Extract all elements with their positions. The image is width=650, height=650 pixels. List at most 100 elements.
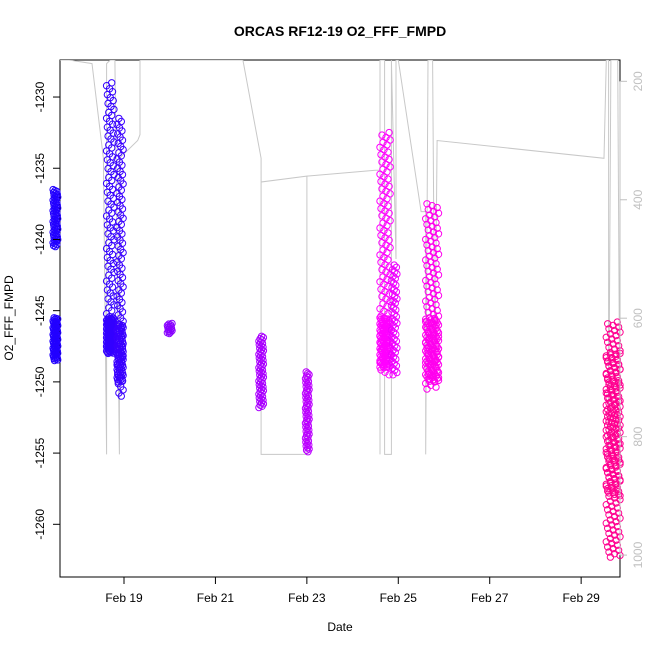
data-point [378,265,386,274]
data-point [604,453,612,461]
data-point [429,228,438,236]
data-point [434,230,443,238]
data-point [429,289,438,298]
data-point [385,371,393,379]
data-point [255,367,263,375]
data-point [602,369,610,378]
data-point [428,222,436,231]
data-point [604,421,612,429]
right-tick-label: 600 [631,308,645,328]
data-point [103,348,112,356]
data-point [602,417,610,425]
data-point [604,487,612,495]
data-point [605,410,613,418]
data-point [51,197,59,205]
x-tick-label: Feb 23 [288,591,326,605]
right-axis: 200 400 600 800 1000 [619,71,645,568]
data-point [432,260,440,268]
data-point [423,385,431,393]
data-point [378,185,386,193]
series-rf14 [163,319,176,338]
data-point [423,303,431,311]
data-point [434,271,443,279]
data-point [50,191,58,200]
data-point [393,319,401,327]
data-point [376,305,384,313]
data-point [53,240,61,249]
data-point [422,276,430,285]
data-point [377,285,385,293]
y-tick-label: -1245 [33,295,47,326]
data-point [605,378,613,386]
x-tick-label: Feb 21 [197,591,235,605]
data-point [378,131,386,139]
series-rf13 [102,79,118,358]
data-point [393,295,401,303]
data-point [602,354,610,362]
data-point [604,405,612,414]
data-point [429,248,438,257]
data-point [50,356,59,365]
data-point [602,480,610,488]
data-point [423,241,431,249]
data-point [604,358,612,366]
data-point [605,489,613,497]
data-points [49,79,624,561]
x-tick-label: Feb 19 [105,591,143,605]
data-point [602,501,610,509]
data-point [49,210,58,218]
data-point [604,338,612,346]
y-axis: -1230 -1235 -1240 -1245 -1250 -1255 -1260 [33,81,60,540]
data-point [602,464,610,473]
data-point [49,241,58,250]
data-point [606,553,615,561]
data-point [429,207,438,216]
data-point [422,215,430,223]
data-point [431,295,439,303]
data-point [427,278,435,287]
data-point [255,403,263,412]
data-point [54,356,62,364]
data-point [425,273,434,281]
data-point [117,392,126,400]
data-point [377,204,385,213]
plot-frame [59,59,621,578]
data-point [610,490,619,499]
data-point [602,433,610,441]
data-point [393,368,401,377]
x-tick-label: Feb 27 [471,591,509,605]
data-point [114,378,123,386]
data-point [428,263,436,272]
data-point [605,457,613,465]
data-point [391,366,399,374]
data-point [304,448,312,456]
data-point [422,297,430,305]
data-point [432,383,440,391]
data-point [393,270,401,278]
x-axis-label: Date [327,620,353,634]
data-point [432,239,440,247]
data-point [433,224,441,232]
y-tick-label: -1240 [33,224,47,255]
series-rf17b [387,261,401,379]
data-point [258,402,266,410]
data-point [604,469,612,477]
data-point [433,306,441,315]
right-tick-label: 1000 [631,541,645,568]
data-point [427,237,435,246]
y-tick-label: -1250 [33,366,47,397]
data-point [423,220,431,229]
data-point [428,243,436,251]
data-point [302,446,311,454]
y-tick-label: -1260 [33,509,47,540]
data-point [50,194,59,203]
data-point [51,218,59,227]
data-point [50,205,59,213]
data-point [432,218,440,227]
data-point [424,226,432,234]
data-point [431,275,439,283]
data-point [49,231,58,239]
data-point [427,258,435,266]
data-point [605,394,613,402]
